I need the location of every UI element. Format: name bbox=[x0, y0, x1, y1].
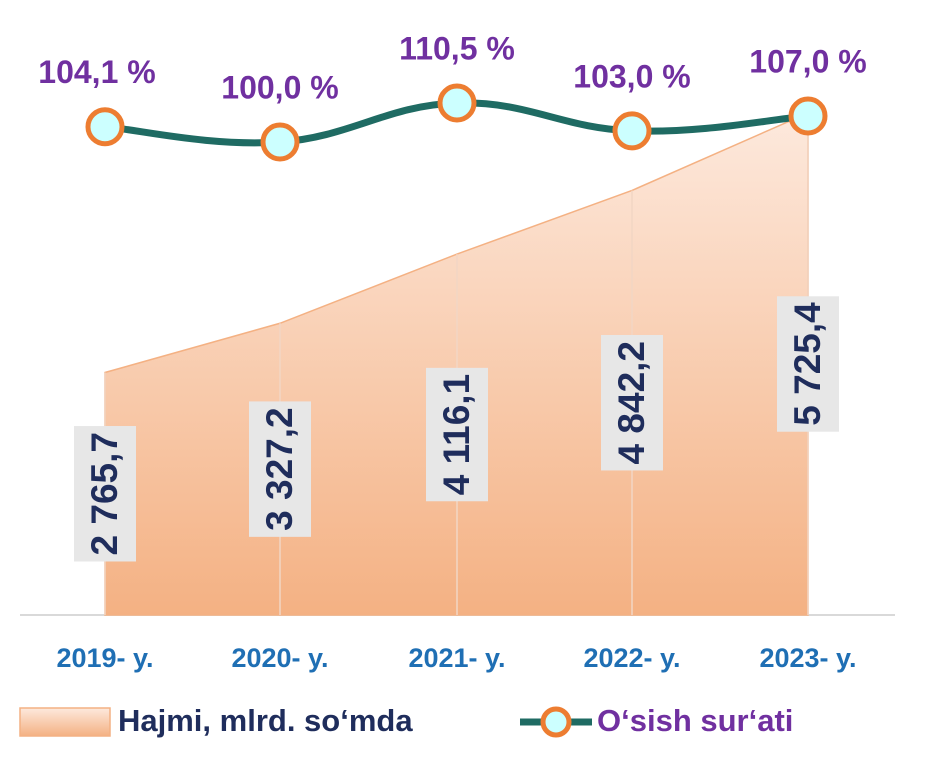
value-label: 3 327,2 bbox=[259, 407, 300, 530]
value-label-group: 4 116,1 bbox=[426, 367, 488, 502]
marker bbox=[788, 96, 828, 136]
value-label: 110,5 % bbox=[399, 30, 515, 66]
x-tick-label: 2020- y. bbox=[231, 643, 328, 673]
value-label-box bbox=[601, 334, 663, 471]
legend-swatch bbox=[19, 707, 111, 737]
value-label: 104,1 % bbox=[38, 54, 155, 90]
legend-marker bbox=[540, 706, 572, 738]
marker bbox=[437, 83, 477, 123]
value-label: 5 725,4 bbox=[787, 302, 828, 426]
value-label-box bbox=[777, 296, 839, 432]
value-label-box bbox=[74, 426, 136, 562]
marker bbox=[260, 122, 300, 162]
value-label: 4 116,1 bbox=[436, 374, 477, 495]
value-label: 103,0 % bbox=[573, 58, 690, 94]
value-label-box bbox=[426, 367, 488, 502]
value-label: 107,0 % bbox=[749, 43, 866, 79]
legend-label: Hajmi, mlrd. so‘mda bbox=[118, 703, 413, 738]
value-label-box bbox=[249, 401, 311, 537]
x-tick-label: 2023- y. bbox=[759, 643, 856, 673]
value-label: 100,0 % bbox=[221, 69, 338, 105]
value-label: 4 842,2 bbox=[611, 341, 652, 464]
x-tick-label: 2022- y. bbox=[583, 643, 680, 673]
value-label-group: 5 725,4 bbox=[777, 296, 839, 432]
value-label-group: 2 765,7 bbox=[74, 426, 136, 562]
value-label: 2 765,7 bbox=[84, 432, 125, 555]
value-label-group: 4 842,2 bbox=[601, 334, 663, 471]
x-tick-label: 2021- y. bbox=[408, 643, 505, 673]
value-label-group: 3 327,2 bbox=[249, 401, 311, 537]
legend-label: O‘sish sur‘ati bbox=[597, 703, 793, 738]
marker bbox=[85, 107, 125, 147]
marker bbox=[612, 111, 652, 151]
x-tick-label: 2019- y. bbox=[56, 643, 153, 673]
